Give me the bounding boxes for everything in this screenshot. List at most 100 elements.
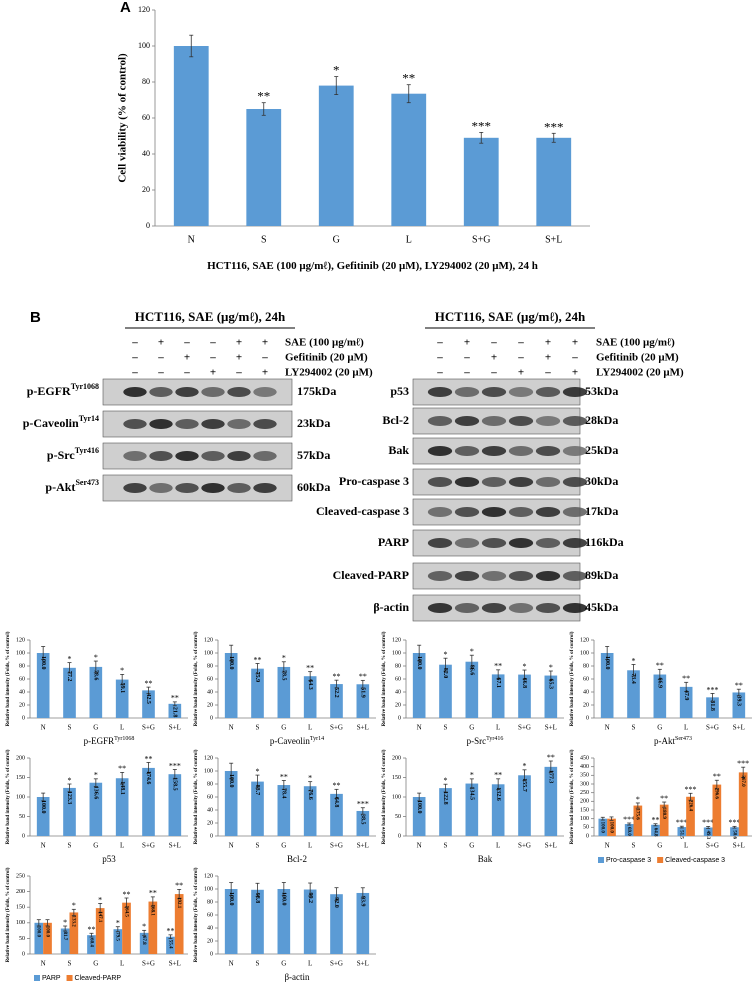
blot-row-label-main: p-Akt [45, 480, 75, 494]
x-tick-label: L [120, 724, 124, 732]
x-tick-label: S+G [518, 842, 531, 850]
y-tick-label: 100 [204, 768, 213, 774]
significance: ** [735, 681, 743, 690]
x-axis-label-sup: Tyr1068 [114, 736, 134, 742]
x-tick-label: S [256, 960, 260, 968]
blot-band [535, 603, 561, 613]
bar [277, 666, 291, 718]
y-axis-label: Relative band intensity (Folds, % of con… [382, 631, 387, 726]
x-tick-label: S [444, 724, 448, 732]
x-tick-label: S+L [545, 842, 557, 850]
x-tick-label: N [605, 724, 610, 732]
bar [659, 804, 669, 836]
bar [34, 922, 44, 954]
significance: ** [359, 672, 367, 681]
y-tick-label: 50 [583, 825, 589, 831]
significance: ** [257, 89, 270, 104]
value-label: 175.6 [635, 809, 640, 821]
x-tick-label: S+G [330, 842, 343, 850]
significance: * [549, 663, 553, 672]
y-tick-label: 0 [398, 715, 401, 721]
blot-kda: 175kDa [297, 384, 336, 398]
value-label: 51.9 [359, 687, 365, 698]
legend-swatch [657, 857, 664, 863]
blot-row-label: Cleaved-PARP [333, 568, 409, 582]
value-label: 78.5 [280, 670, 286, 681]
y-tick-label: 40 [207, 807, 213, 813]
y-tick-label: 250 [580, 790, 589, 796]
x-tick-label: G [281, 724, 286, 732]
value-label: 100.0 [228, 656, 234, 670]
blot-band [427, 603, 453, 613]
x-axis-label-main: HCT116, SAE (100 μg/mℓ), Gefitinib (20 μ… [207, 260, 538, 272]
x-tick-label: L [308, 842, 312, 850]
x-axis-label-main: p-Src [467, 736, 487, 746]
treatment-sign: – [209, 352, 216, 364]
value-label: 155.7 [521, 778, 527, 792]
bar [330, 894, 343, 954]
y-tick-label: 0 [22, 715, 25, 721]
x-tick-label: S [256, 724, 260, 732]
y-tick-label: 150 [16, 905, 25, 911]
blot-band [123, 387, 147, 397]
value-label: 64.8 [333, 797, 339, 808]
value-label: 136.6 [92, 786, 98, 800]
y-tick-label: 40 [142, 149, 150, 158]
bar [168, 703, 182, 718]
significance: * [256, 767, 260, 776]
value-label: 76.6 [307, 789, 313, 800]
blot-band [253, 483, 277, 493]
treatment-sign: – [436, 367, 443, 379]
significance: * [636, 795, 640, 804]
blot-row-label-sup: Ser473 [75, 478, 99, 487]
legend-swatch [66, 975, 73, 981]
bar [251, 668, 264, 718]
treatment-sign: – [517, 352, 524, 364]
x-axis-label: p-AktSer473 [654, 736, 692, 746]
significance: *** [676, 818, 688, 827]
x-tick-label: S+G [330, 960, 343, 968]
significance: ** [175, 881, 183, 890]
x-tick-label: S+G [330, 724, 343, 732]
significance: *** [357, 800, 369, 809]
value-label: 134.5 [468, 787, 474, 801]
x-tick-label: S [256, 842, 260, 850]
value-label: 64.8 [652, 828, 657, 837]
x-tick-label: L [496, 724, 500, 732]
y-tick-label: 200 [16, 889, 25, 895]
y-tick-label: 250 [16, 873, 25, 879]
y-tick-label: 350 [580, 773, 589, 779]
bar [251, 889, 264, 954]
y-tick-label: 60 [207, 676, 213, 682]
bar [491, 784, 505, 836]
significance: ** [656, 661, 664, 670]
value-label: 148.1 [119, 781, 125, 795]
value-label: 226.4 [687, 800, 692, 812]
y-tick-label: 100 [16, 650, 25, 656]
x-tick-label: N [41, 724, 46, 732]
value-label: 69.0 [626, 827, 631, 836]
treatment-sign: – [436, 352, 443, 364]
blot-row-label: Pro-caspase 3 [339, 474, 409, 488]
blot-band [123, 419, 147, 429]
blot-row-label-main: Pro-caspase 3 [339, 474, 409, 488]
x-tick-label: L [684, 724, 688, 732]
bar [139, 932, 149, 954]
y-axis-label: Relative band intensity (Folds, % of con… [570, 631, 575, 726]
x-tick-label: S+L [357, 842, 369, 850]
bar [43, 922, 52, 954]
blot-row-label-main: p-EGFR [27, 384, 71, 398]
blot-band [562, 416, 588, 426]
value-label: 42.5 [145, 693, 151, 704]
treatment-sign: + [545, 337, 551, 349]
significance: ** [660, 794, 668, 803]
x-tick-label: S [261, 234, 267, 245]
x-tick-label: L [120, 960, 124, 968]
bar [706, 697, 719, 718]
significance: * [98, 895, 102, 904]
y-tick-label: 200 [392, 755, 401, 761]
bar [356, 892, 370, 954]
y-tick-label: 40 [207, 689, 213, 695]
bar [246, 109, 282, 226]
